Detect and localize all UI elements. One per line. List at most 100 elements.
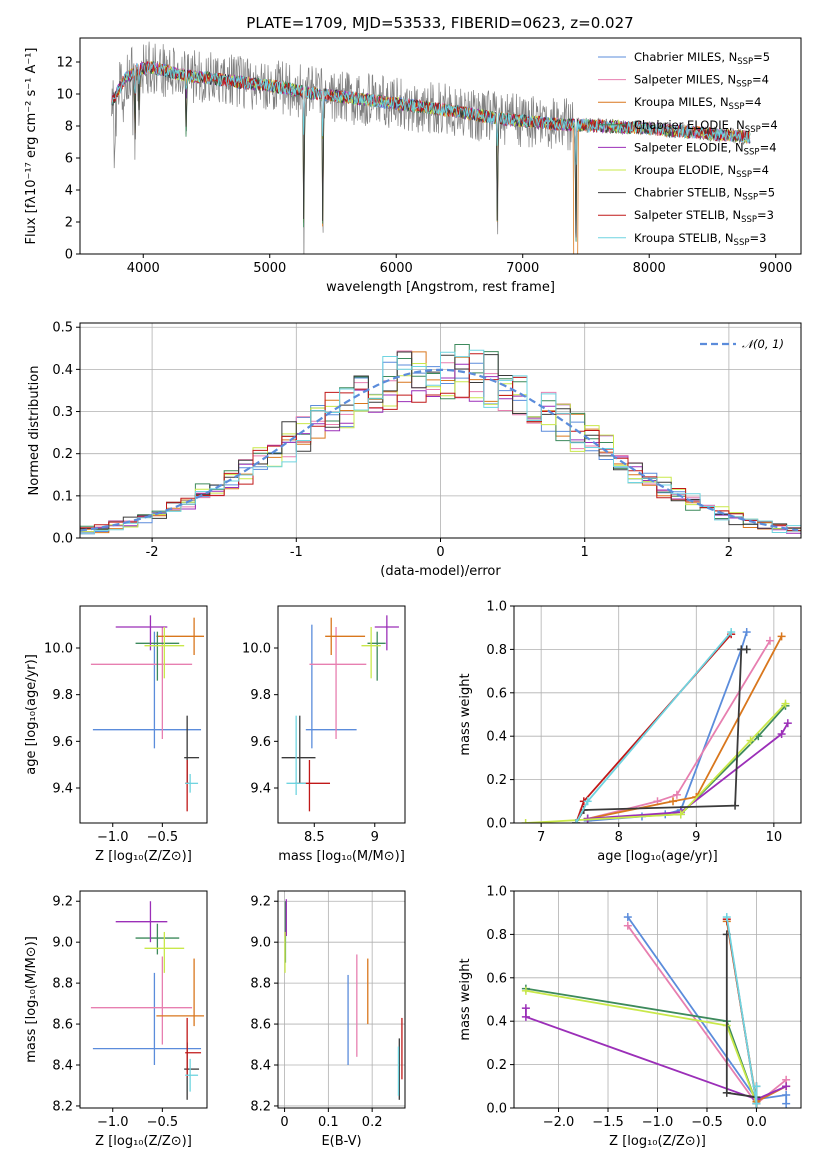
errorbar-salpeter-miles xyxy=(309,627,367,739)
axes: -2 -1 0 1 2 0.0 0.1 0.2 0.3 0.4 0.5 (data-model)/er… xyxy=(27,321,802,579)
y-tick-label: 8.8 xyxy=(52,977,73,992)
panel-residuals: -2 -1 0 1 2 0.0 0.1 0.2 0.3 0.4 0.5 (data-model)/er… xyxy=(27,321,802,579)
plot-area xyxy=(521,628,792,823)
series-line xyxy=(525,702,787,823)
series-line xyxy=(587,635,783,820)
series-chabrier-elodie xyxy=(521,984,761,1108)
x-tick-label: 4000 xyxy=(127,261,160,276)
y-tick-label: 9.6 xyxy=(52,735,73,750)
errorbar-kroupa-stelib xyxy=(286,715,306,795)
x-tick-label: −1.0 xyxy=(642,1115,674,1130)
legend-label: Kroupa ELODIE, NSSP=4 xyxy=(634,163,769,180)
y-tick-label: 0.2 xyxy=(486,773,507,788)
panel-age_vs_z: −1.0 −0.5 9.4 9.6 9.8 10.0 Z [log₁₀(Z/Z⊙)] age … xyxy=(24,605,208,864)
y-tick-label: 8 xyxy=(65,120,73,135)
series-chabrier-stelib xyxy=(722,930,761,1108)
errorbar-kroupa-miles xyxy=(156,958,205,1027)
series-kroupa-miles xyxy=(583,632,786,823)
x-tick-label: 9 xyxy=(371,830,379,845)
axes-frame xyxy=(277,890,406,1109)
x-axis-label: mass [log₁₀(M/M⊙)] xyxy=(278,849,405,864)
panel-mass_vs_z: −1.0 −0.5 8.2 8.4 8.6 8.8 9.0 9.2 Z [log₁₀(Z/Z⊙)… xyxy=(24,890,208,1149)
axes-frame xyxy=(79,37,802,255)
errorbar-kroupa-elodie xyxy=(361,627,381,679)
y-tick-label: 0.6 xyxy=(486,971,507,986)
y-tick-label: 0.3 xyxy=(52,405,73,420)
x-tick-label: 8 xyxy=(615,830,623,845)
legend-label: Kroupa STELIB, NSSP=3 xyxy=(634,231,766,248)
y-tick-label: 10.0 xyxy=(44,642,73,657)
y-tick-label: 0.1 xyxy=(52,489,73,504)
series-line xyxy=(587,640,771,820)
errorbar-kroupa-stelib xyxy=(185,1058,199,1092)
y-tick-label: 9.4 xyxy=(250,782,271,797)
y-tick-label: 8.8 xyxy=(250,977,271,992)
legend-label: Chabrier MILES, NSSP=5 xyxy=(634,50,770,67)
x-tick-label: 0.2 xyxy=(362,1115,383,1130)
x-tick-label: 9 xyxy=(692,830,700,845)
errorbar-chabrier-elodie xyxy=(135,631,180,681)
y-tick-label: 9.4 xyxy=(52,782,73,797)
y-axis-label: Flux [fλ10⁻¹⁷ erg cm⁻² s⁻¹ A⁻¹] xyxy=(24,48,39,245)
x-tick-label: 2 xyxy=(725,545,733,560)
x-tick-label: 0 xyxy=(436,545,444,560)
y-tick-label: 0.4 xyxy=(52,363,73,378)
y-tick-label: 9.0 xyxy=(250,936,271,951)
y-tick-label: 0.8 xyxy=(486,928,507,943)
series-kroupa-elodie xyxy=(521,986,761,1108)
x-axis-label: E(B-V) xyxy=(321,1134,361,1149)
y-tick-label: 1.0 xyxy=(486,600,507,615)
x-tick-label: 1 xyxy=(581,545,589,560)
errorbar-kroupa-miles xyxy=(156,617,205,655)
errorbar-salpeter-stelib xyxy=(185,760,190,812)
legend: Chabrier MILES, NSSP=5 Salpeter MILES, NS… xyxy=(598,50,778,248)
errorbar-chabrier-stelib xyxy=(184,1042,200,1100)
errorbar-chabrier-elodie xyxy=(367,631,386,681)
errorbar-chabrier-elodie xyxy=(135,923,180,955)
series-line xyxy=(575,631,732,823)
x-tick-label: 0.0 xyxy=(746,1115,767,1130)
y-axis-label: mass weight xyxy=(458,958,473,1040)
errorbar-salpeter-miles xyxy=(90,956,193,1045)
panel-mass_weight_vs_z: −2.0 −1.5 −1.0 −0.5 0.0 0.0 0.2 0.4 0.6 0.8 1.0 Z [… xyxy=(458,885,802,1149)
series-line xyxy=(587,722,789,820)
x-tick-label: 0.1 xyxy=(318,1115,339,1130)
y-tick-label: 4 xyxy=(65,184,73,199)
errorbar-chabrier-stelib xyxy=(184,715,200,784)
x-tick-label: 0 xyxy=(280,1115,288,1130)
axes-frame xyxy=(79,605,208,824)
y-tick-label: 0.4 xyxy=(486,730,507,745)
x-tick-label: 5000 xyxy=(253,261,286,276)
errorbar-chabrier-stelib xyxy=(281,715,316,784)
legend: 𝒩(0, 1) xyxy=(700,337,784,351)
x-tick-label: 8000 xyxy=(633,261,666,276)
errorbar-kroupa-elodie xyxy=(144,627,185,679)
errorbar-kroupa-miles xyxy=(325,617,366,655)
errorbar-chabrier-miles xyxy=(92,972,202,1066)
x-axis-label: Z [log₁₀(Z/Z⊙)] xyxy=(609,1134,706,1149)
x-tick-label: −1.0 xyxy=(97,830,129,845)
axes-frame xyxy=(513,605,802,824)
series-chabrier-elodie xyxy=(583,701,790,823)
x-tick-label: 7000 xyxy=(506,261,539,276)
series-kroupa-stelib xyxy=(572,628,736,823)
y-tick-label: 0.0 xyxy=(486,1102,507,1117)
series-kroupa-stelib xyxy=(722,913,761,1108)
y-axis-label: Normed distribution xyxy=(27,366,42,496)
series-salpeter-miles xyxy=(583,636,774,823)
y-tick-label: 10 xyxy=(56,88,73,103)
x-tick-label: 9000 xyxy=(759,261,792,276)
x-tick-label: 6000 xyxy=(380,261,413,276)
plot-area xyxy=(111,41,751,254)
series-line xyxy=(525,1008,787,1101)
y-tick-label: 8.4 xyxy=(250,1059,271,1074)
plot-area xyxy=(80,344,801,538)
y-tick-label: 1.0 xyxy=(486,885,507,900)
errorbar-salpeter-elodie xyxy=(115,901,168,943)
y-tick-label: 0.2 xyxy=(52,447,73,462)
y-tick-label: 2 xyxy=(65,216,73,231)
axes: 4000 5000 6000 7000 8000 9000 0 2 4 6 8 10 12 wavelen… xyxy=(24,37,802,295)
x-axis-label: (data-model)/error xyxy=(380,564,501,579)
legend-label: Salpeter STELIB, NSSP=3 xyxy=(634,208,774,225)
x-tick-label: -2 xyxy=(146,545,159,560)
